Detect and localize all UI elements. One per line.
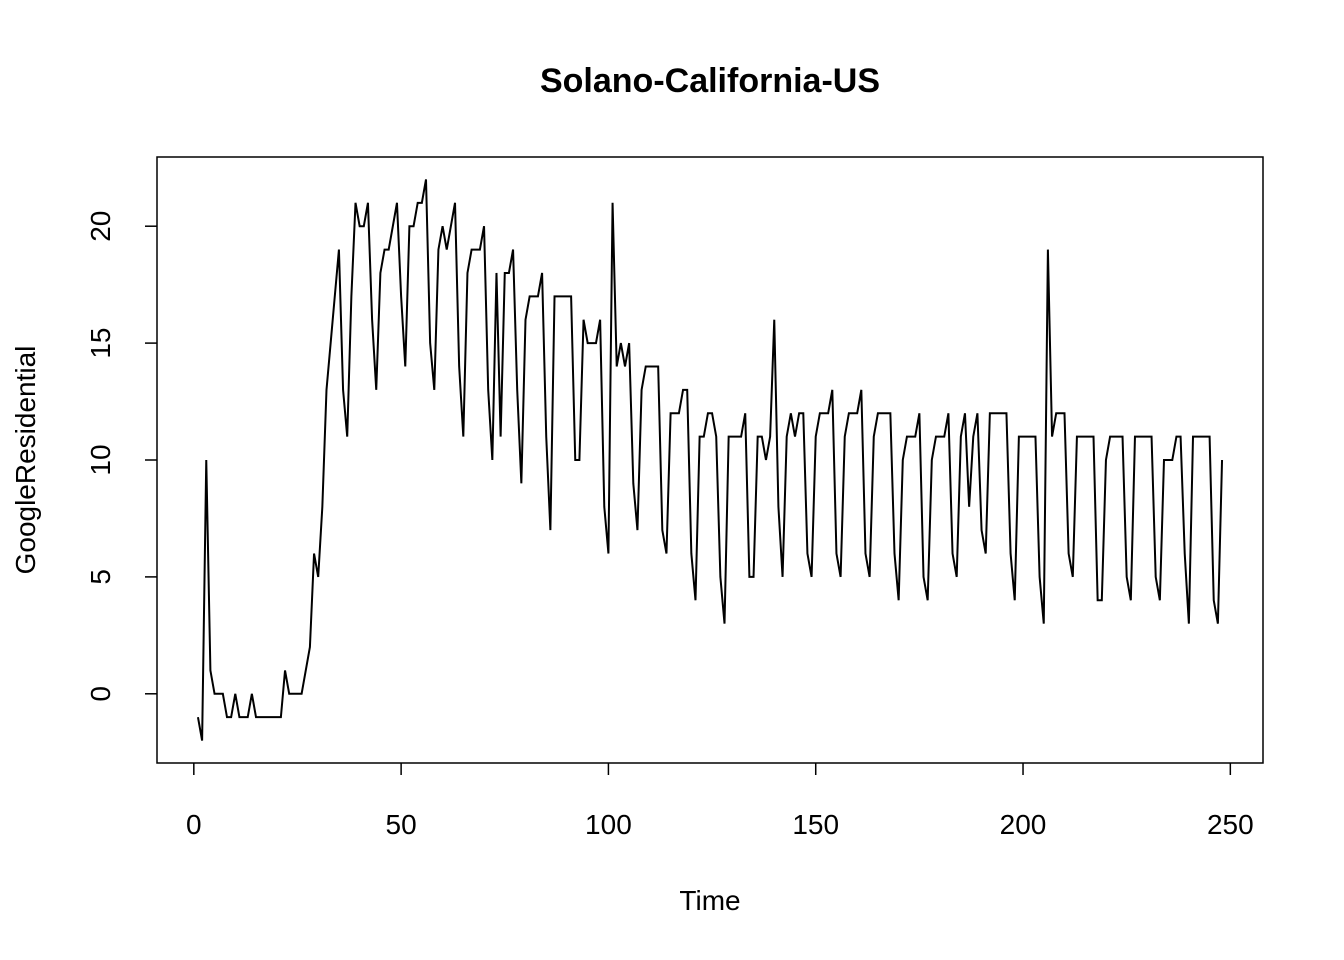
x-tick-label: 100 (585, 809, 632, 840)
x-tick-label: 200 (1000, 809, 1047, 840)
y-axis-label: GoogleResidential (10, 346, 41, 575)
x-tick-label: 0 (186, 809, 202, 840)
y-tick-label: 0 (85, 686, 116, 702)
series-line (196, 179, 1224, 741)
plot-box (156, 156, 1264, 764)
x-tick-label: 150 (792, 809, 839, 840)
chart-title: Solano-California-US (540, 62, 880, 100)
x-axis-label: Time (679, 885, 740, 916)
y-tick-label: 5 (85, 569, 116, 585)
y-tick-label: 20 (85, 211, 116, 242)
x-tick-label: 250 (1207, 809, 1254, 840)
y-tick-label: 15 (85, 328, 116, 359)
x-tick-label: 50 (386, 809, 417, 840)
y-tick-label: 10 (85, 444, 116, 475)
